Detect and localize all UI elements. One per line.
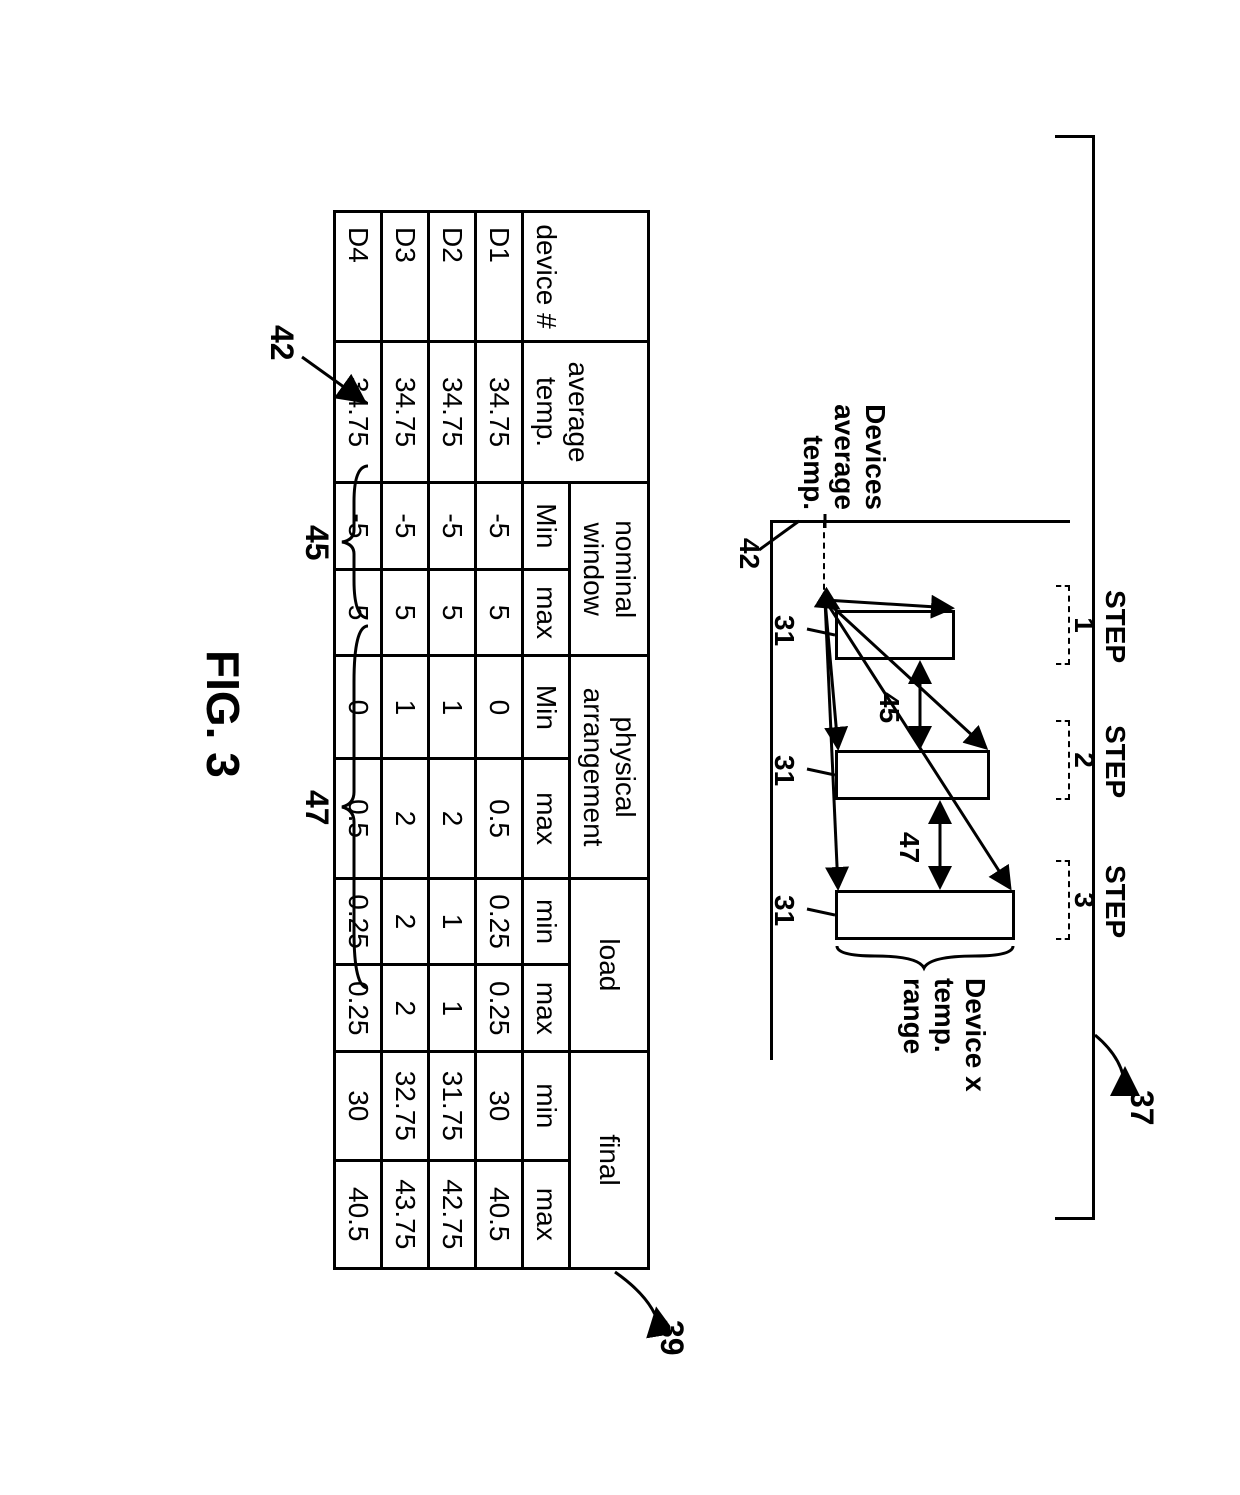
data-table: device # average temp. nominal window ph…	[333, 210, 650, 1270]
th-phy-max: max	[523, 759, 570, 878]
table-cell: 34.75	[476, 342, 523, 483]
ref-42-chart: 42	[733, 538, 765, 569]
bar1-label: 31	[768, 615, 800, 646]
table-cell: 40.5	[476, 1160, 523, 1268]
table-cell: D4	[335, 212, 382, 342]
table-cell: 30	[476, 1052, 523, 1160]
th-fin-min: min	[523, 1052, 570, 1160]
th-final: final	[570, 1052, 649, 1269]
right-brace	[833, 942, 1015, 972]
th-nom-min: Min	[523, 483, 570, 570]
bar1-tick	[800, 625, 835, 645]
table-cell: D2	[429, 212, 476, 342]
th-physical: physical arrangement	[570, 656, 649, 878]
table-cell: 5	[476, 569, 523, 656]
table-cell: D3	[382, 212, 429, 342]
table-cell: 0.25	[476, 965, 523, 1052]
ref-45-table: 45	[298, 525, 335, 561]
step-1-label: STEP 1	[1068, 590, 1130, 660]
bar2-tick	[800, 765, 835, 785]
chart-area: 37 STEP 1 STEP 2 STEP 3	[710, 430, 1130, 1150]
table-cell: 0.5	[476, 759, 523, 878]
bar3-tick	[800, 905, 835, 925]
table-cell: D1	[476, 212, 523, 342]
ref-42-table: 42	[263, 325, 300, 361]
table-cell: 2	[429, 759, 476, 878]
step-3-label: STEP 3	[1068, 865, 1130, 935]
table-cell: 34.75	[382, 342, 429, 483]
leader-42	[290, 345, 370, 425]
table-cell: 1	[382, 656, 429, 759]
table-cell: 34.75	[429, 342, 476, 483]
th-avg: average temp.	[523, 342, 649, 483]
table-row: D234.75-55121131.7542.75	[429, 212, 476, 1269]
th-phy-min: Min	[523, 656, 570, 759]
ref-47-chart: 47	[893, 832, 925, 863]
table-cell: 5	[429, 569, 476, 656]
table-cell: 0	[476, 656, 523, 759]
th-load-min: min	[523, 878, 570, 965]
y-axis-label: Devices average temp.	[798, 400, 890, 510]
table-cell: 43.75	[382, 1160, 429, 1268]
table-cell: -5	[382, 483, 429, 570]
table-cell: 40.5	[335, 1160, 382, 1268]
bar2-label: 31	[768, 755, 800, 786]
table-cell: 1	[429, 965, 476, 1052]
leader-39	[600, 1260, 670, 1340]
table-cell: 2	[382, 759, 429, 878]
bar3-label: 31	[768, 895, 800, 926]
th-nom-max: max	[523, 569, 570, 656]
table-cell: 32.75	[382, 1052, 429, 1160]
table-cell: 30	[335, 1052, 382, 1160]
th-fin-max: max	[523, 1160, 570, 1268]
th-load-max: max	[523, 965, 570, 1052]
leader-37	[1080, 1020, 1140, 1100]
table-row: D334.75-55122232.7543.75	[382, 212, 429, 1269]
ref-45-chart: 45	[873, 692, 905, 723]
table-cell: 1	[429, 878, 476, 965]
table-cell: 2	[382, 965, 429, 1052]
step-2-label: STEP 2	[1068, 725, 1130, 795]
figure-inner: 37 STEP 1 STEP 2 STEP 3	[50, 50, 1150, 1450]
th-load: load	[570, 878, 649, 1051]
table-cell: -5	[429, 483, 476, 570]
table-cell: 42.75	[429, 1160, 476, 1268]
figure-caption: FIG. 3	[196, 650, 250, 778]
table-cell: 2	[382, 878, 429, 965]
figure-container: 37 STEP 1 STEP 2 STEP 3	[0, 200, 1240, 1300]
table-wrap: device # average temp. nominal window ph…	[333, 210, 650, 1310]
table-cell: -5	[476, 483, 523, 570]
ref-47-table: 47	[298, 790, 335, 826]
table-cell: 31.75	[429, 1052, 476, 1160]
table-row: D134.75-5500.50.250.253040.5	[476, 212, 523, 1269]
th-device: device #	[523, 212, 649, 342]
table-cell: 5	[382, 569, 429, 656]
th-nominal: nominal window	[570, 483, 649, 656]
table-cell: 0.25	[476, 878, 523, 965]
table-cell: 1	[429, 656, 476, 759]
device-x-label: Device x temp. range	[898, 978, 990, 1098]
